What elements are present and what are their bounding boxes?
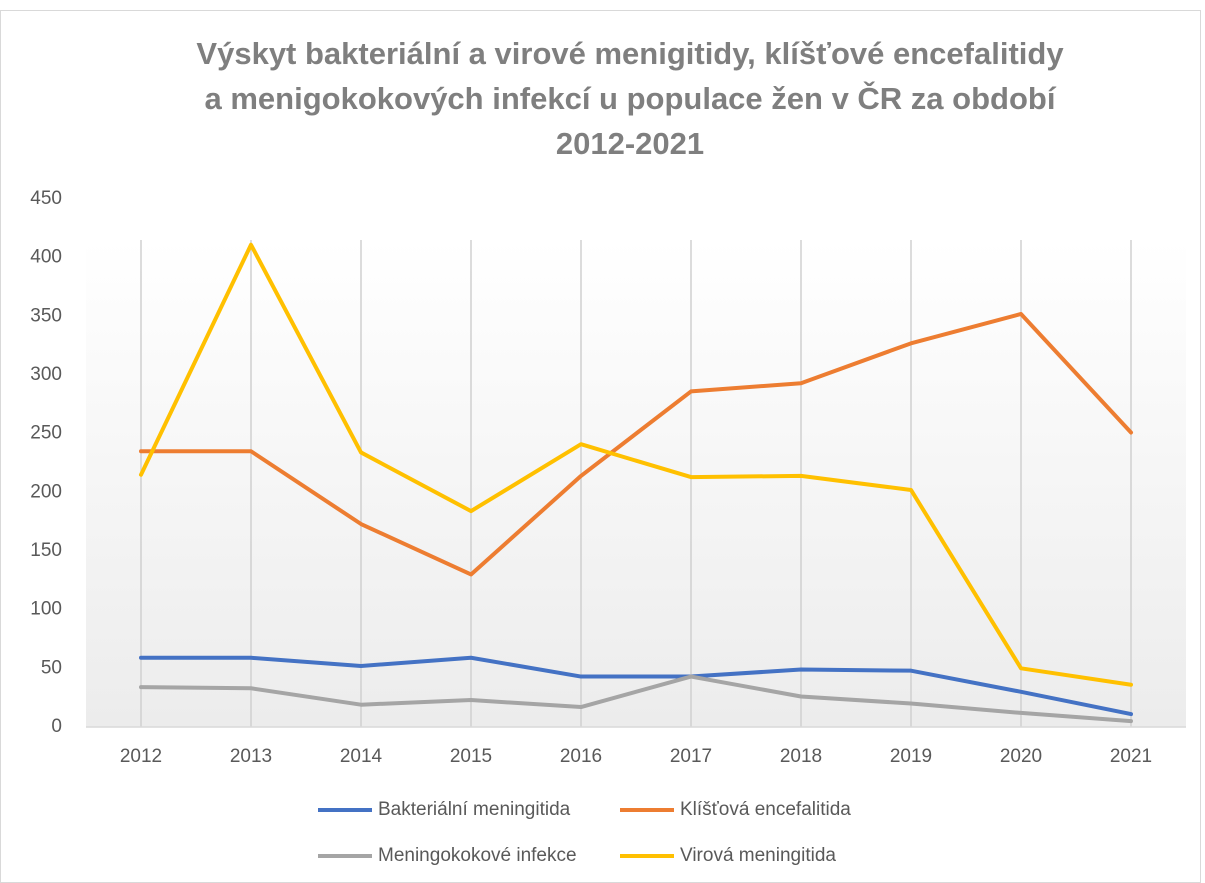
series-line — [139, 674, 1133, 724]
y-tick-label: 200 — [30, 481, 62, 502]
x-tick-label: 2017 — [670, 746, 712, 767]
series-line — [139, 311, 1133, 577]
chart-title: a menigokokových infekcí u populace žen … — [205, 80, 1057, 116]
y-tick-label: 300 — [30, 364, 62, 385]
x-tick-label: 2014 — [340, 746, 383, 767]
y-tick-label: 150 — [30, 540, 62, 561]
legend-label: Bakteriální meningitida — [378, 799, 571, 820]
x-tick-label: 2012 — [120, 746, 162, 767]
y-tick-label: 250 — [30, 423, 62, 444]
x-tick-label: 2013 — [230, 746, 272, 767]
legend-label: Klíšťová encefalitida — [680, 799, 851, 820]
x-tick-label: 2020 — [1000, 746, 1042, 767]
y-tick-label: 400 — [30, 247, 62, 268]
chart-title: Výskyt bakteriální a virové menigitidy, … — [196, 36, 1064, 71]
x-tick-label: 2016 — [560, 746, 602, 767]
legend-label: Virová meningitida — [680, 845, 836, 866]
y-tick-label: 0 — [51, 716, 62, 737]
series-line — [139, 655, 1133, 717]
x-tick-label: 2015 — [450, 746, 492, 767]
legend-label: Meningokokové infekce — [378, 845, 577, 866]
y-tick-label: 100 — [30, 599, 62, 620]
x-tick-label: 2018 — [780, 746, 822, 767]
y-tick-label: 350 — [30, 305, 62, 326]
plot-background — [86, 240, 1186, 727]
y-tick-label: 450 — [30, 188, 62, 209]
x-tick-label: 2021 — [1110, 746, 1152, 767]
x-tick-label: 2019 — [890, 746, 932, 767]
y-tick-label: 50 — [41, 657, 62, 678]
chart-title: 2012-2021 — [556, 126, 704, 161]
series-line — [139, 242, 1133, 687]
